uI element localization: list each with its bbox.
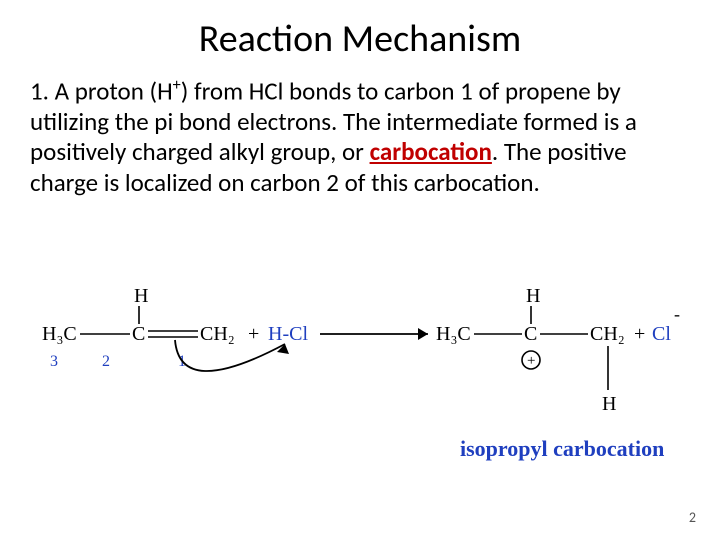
diagram-caption: isopropyl carbocation [460,436,664,461]
reactant-c2-label: C [132,323,145,345]
reactant-plus: + [248,323,259,345]
reaction-diagram: H₃C C H CH₂ 3 2 1 + H-Cl [30,280,690,480]
charge-plus: + [527,353,535,369]
reactant-hcl: H-Cl [268,323,308,345]
reactant-c1-label: CH₂ [200,323,235,345]
body-prefix: 1. A proton (H [30,75,173,106]
prod-cl-minus: - [674,304,680,324]
prod-plus: + [634,323,645,345]
reactant-num-2: 2 [102,353,110,370]
prod-cl: Cl [652,323,671,345]
prod-c1-h: H [602,393,616,415]
body-sup: + [173,76,181,95]
prod-c1-label: CH₂ [590,323,625,345]
slide-title: Reaction Mechanism [30,16,690,62]
prod-c2-h: H [526,285,540,307]
prod-c2-label: C [524,323,537,345]
reactant-c2-h: H [134,285,148,307]
rxn-arrow-head [418,328,428,340]
prod-c3-label: H₃C [436,323,471,345]
body-highlight: carbocation [370,136,492,167]
page-number: 2 [689,509,696,526]
reactant-num-3: 3 [50,353,58,370]
body-paragraph: 1. A proton (H+) from HCl bonds to carbo… [30,76,690,198]
reactant-c3-label: H₃C [42,323,77,345]
